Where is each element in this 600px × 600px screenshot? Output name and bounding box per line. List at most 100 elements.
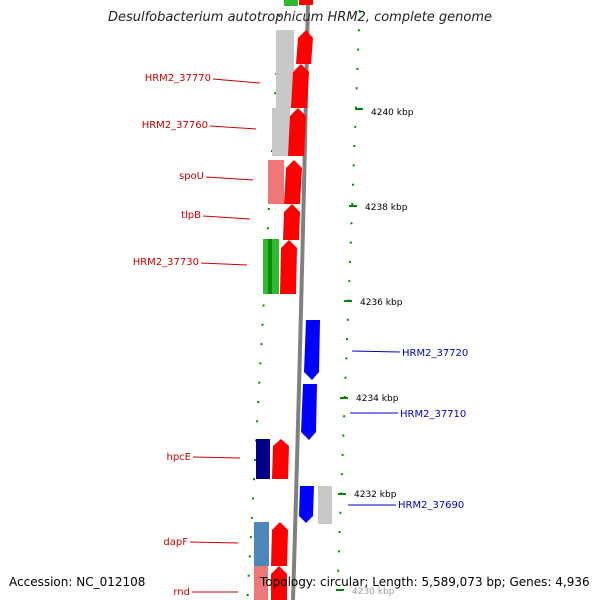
forward-strand-genes xyxy=(299,320,332,524)
inner-tick-mark xyxy=(254,458,257,461)
outer-tick-mark xyxy=(358,10,361,12)
label-HRM2_37760[interactable]: HRM2_37760 xyxy=(142,120,208,131)
label-dapF[interactable]: dapF xyxy=(163,537,188,548)
kbp-label-4234: 4234 kbp xyxy=(356,394,399,404)
outer-tick-mark xyxy=(357,48,360,51)
leader-dapF xyxy=(189,541,239,544)
outer-tick-mark xyxy=(340,473,343,476)
gene-arrow-HRM2_37710[interactable] xyxy=(301,384,317,440)
inner-tick-mark xyxy=(274,92,277,95)
label-tlpB[interactable]: tlpB xyxy=(181,210,201,221)
inner-tick-mark xyxy=(278,15,281,17)
gene-HRM2_37770-grey[interactable] xyxy=(276,30,294,108)
gene-arrow-HRM2_37770-b[interactable] xyxy=(291,64,309,108)
outer-tick-mark xyxy=(348,280,351,283)
outer-tick-mark xyxy=(354,106,357,109)
leader-tlpB xyxy=(202,215,251,220)
leader-HRM2_37720 xyxy=(351,350,401,353)
label-HRM2_37690[interactable]: HRM2_37690 xyxy=(398,500,464,511)
inner-tick-mark xyxy=(261,323,264,326)
accession-text: Accession: NC_012108 xyxy=(9,575,146,589)
outer-tick-mark xyxy=(346,338,349,341)
outer-tick-mark xyxy=(349,241,352,244)
kbp-label-4230: 4230 kbp xyxy=(352,587,395,597)
gene-hpcE-navy[interactable] xyxy=(256,439,270,479)
inner-tick-mark xyxy=(246,594,249,596)
leader-spoU xyxy=(205,176,254,181)
inner-tick-mark xyxy=(252,478,255,481)
leader-HRM2_37770 xyxy=(212,78,261,84)
gene-arrow-HRM2_37700[interactable] xyxy=(299,486,314,523)
inner-tick-mark xyxy=(247,574,250,577)
reverse-strand-genes-red xyxy=(271,0,313,600)
outer-tick-mark xyxy=(351,183,354,186)
gene-arrow-tlpB[interactable] xyxy=(283,204,300,240)
kbp-tick-4238 xyxy=(349,205,357,207)
kbp-tick-4230 xyxy=(336,589,344,591)
gene-spoU-pink[interactable] xyxy=(268,160,284,204)
leader-HRM2_37760 xyxy=(209,125,257,130)
kbp-label-4240: 4240 kbp xyxy=(371,108,414,118)
kbp-tick-4234 xyxy=(340,397,348,399)
inner-tick-mark xyxy=(249,536,252,539)
label-rnd[interactable]: rnd xyxy=(173,587,190,598)
outer-tick-mark xyxy=(337,569,340,572)
kbp-label-4238: 4238 kbp xyxy=(365,203,408,213)
leader-hpcE xyxy=(192,456,241,459)
gene-arrow-spoU[interactable] xyxy=(284,160,302,204)
outer-tick-mark xyxy=(339,511,342,514)
gene-arrow-rnd[interactable] xyxy=(271,566,287,600)
label-hpcE[interactable]: hpcE xyxy=(166,452,191,463)
inner-tick-mark xyxy=(248,555,251,558)
kbp-tick-4240 xyxy=(355,108,363,110)
outer-tick-mark xyxy=(352,164,355,167)
gene-dapF-steel[interactable] xyxy=(254,522,269,566)
inner-tick-mark xyxy=(262,304,265,307)
label-HRM2_37720[interactable]: HRM2_37720 xyxy=(402,348,468,359)
genome-summary-text: Topology: circular; Length: 5,589,073 bp… xyxy=(260,575,590,589)
reverse-strand-genes-left xyxy=(254,0,298,600)
gene-arrow-HRM2_37720[interactable] xyxy=(304,320,320,380)
label-HRM2_37730[interactable]: HRM2_37730 xyxy=(133,257,199,268)
outer-tick-mark xyxy=(345,357,348,360)
kbp-tick-4236 xyxy=(344,300,352,302)
map-title: Desulfobacterium autotrophicum HRM2, com… xyxy=(107,10,493,25)
gene-arrow-HRM2_37760[interactable] xyxy=(288,108,306,156)
kbp-label-4232: 4232 kbp xyxy=(354,490,397,500)
gene-arrow-HRM2_37770-a[interactable] xyxy=(296,30,313,64)
gene-arrow-hpcE[interactable] xyxy=(272,439,289,479)
outer-tick-mark xyxy=(354,125,357,128)
kbp-label-4236: 4236 kbp xyxy=(360,298,403,308)
gene-arrow-dapF[interactable] xyxy=(271,522,288,566)
gene-rnd-pink[interactable] xyxy=(254,566,268,600)
gene-HRM2_37780-grey[interactable] xyxy=(284,0,298,6)
label-spoU[interactable]: spoU xyxy=(179,171,204,182)
inner-tick-mark xyxy=(266,227,269,230)
label-HRM2_37710[interactable]: HRM2_37710 xyxy=(400,409,466,420)
outer-tick-mark xyxy=(356,67,359,70)
outer-tick-mark xyxy=(351,203,354,205)
inner-tick-mark xyxy=(258,381,261,384)
gene-HRM2_37690-grey[interactable] xyxy=(318,486,332,524)
gene-arrow-top[interactable] xyxy=(299,0,313,5)
gene-HRM2_37730-green-edge xyxy=(268,239,272,294)
outer-tick-mark xyxy=(338,531,341,534)
reverse-gene-labels: HRM2_37770 HRM2_37760 spoU tlpB HRM2_377… xyxy=(133,73,261,598)
gene-arrow-HRM2_37730[interactable] xyxy=(280,240,297,294)
gene-HRM2_37760-grey[interactable] xyxy=(272,108,290,156)
kbp-scale: 4240 kbp 4238 kbp 4236 kbp 4234 kbp 4232… xyxy=(336,108,414,597)
outer-tick-mark xyxy=(350,222,353,225)
outer-tick-mark xyxy=(343,415,346,418)
inner-tick-mark xyxy=(257,401,260,403)
inner-tick-mark xyxy=(256,420,259,423)
forward-gene-labels: HRM2_37720 HRM2_37710 HRM2_37690 xyxy=(348,348,468,511)
outer-tick-mark xyxy=(344,376,347,379)
label-HRM2_37770[interactable]: HRM2_37770 xyxy=(145,73,211,84)
inner-tick-mark xyxy=(267,208,270,210)
outer-tick-mark xyxy=(342,434,345,437)
inner-tick-mark xyxy=(250,516,253,519)
kbp-tick-4232 xyxy=(338,493,346,495)
outer-tick-mark xyxy=(341,453,344,456)
inner-tick-mark xyxy=(251,497,254,500)
